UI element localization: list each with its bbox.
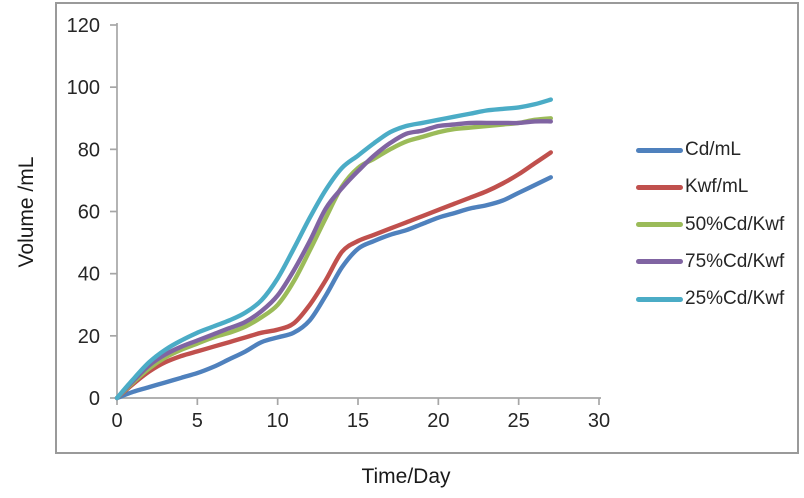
legend-label: 25%Cd/Kwf — [685, 288, 785, 310]
y-tick-label: 100 — [67, 77, 100, 99]
y-axis-title: Volume /mL — [15, 156, 38, 268]
y-tick-label: 40 — [78, 264, 100, 286]
legend-label: Cd/mL — [685, 139, 741, 160]
legend-label: Kwf/mL — [685, 176, 749, 198]
legend-swatch-25-cd-kwf — [636, 296, 683, 302]
legend-label: 75%Cd/Kwf — [685, 250, 785, 272]
x-tick-label: 0 — [111, 410, 122, 432]
legend: Cd/mL Kwf/mL 50%Cd/Kwf 75%Cd/Kwf 25%Cd/Kwf — [636, 0, 804, 340]
x-tick-label: 15 — [347, 410, 369, 432]
series-line-cd-ml — [114, 175, 553, 401]
legend-swatch-cd-ml — [636, 147, 683, 153]
legend-item-50-cd-kwf: 50%Cd/Kwf — [636, 212, 784, 238]
legend-item-cd-ml: Cd/mL — [636, 137, 741, 163]
legend-label: 50%Cd/Kwf — [685, 213, 785, 235]
x-tick-label: 10 — [267, 410, 289, 432]
legend-item-25-cd-kwf: 25%Cd/Kwf — [636, 286, 784, 312]
x-tick-label: 30 — [588, 410, 610, 432]
y-tick-label: 120 — [67, 15, 100, 37]
legend-swatch-50-cd-kwf — [636, 222, 683, 228]
x-tick-label: 25 — [508, 410, 530, 432]
y-tick-label: 60 — [78, 202, 100, 224]
legend-item-75-cd-kwf: 75%Cd/Kwf — [636, 249, 784, 275]
x-axis-title: Time/Day — [361, 465, 451, 488]
y-tick-label: 0 — [89, 388, 100, 410]
series-line-kwf-ml — [114, 150, 553, 401]
series-line-75-cd-kwf — [114, 119, 553, 401]
legend-swatch-kwf-ml — [636, 184, 683, 190]
y-tick-label: 80 — [78, 139, 100, 161]
x-tick-label: 5 — [192, 410, 203, 432]
legend-item-kwf-ml: Kwf/mL — [636, 174, 748, 200]
legend-swatch-75-cd-kwf — [636, 259, 683, 265]
series-line-50-cd-kwf — [114, 116, 553, 401]
y-tick-label: 20 — [78, 326, 100, 348]
x-tick-label: 20 — [427, 410, 449, 432]
series-line-25-cd-kwf — [114, 97, 553, 401]
